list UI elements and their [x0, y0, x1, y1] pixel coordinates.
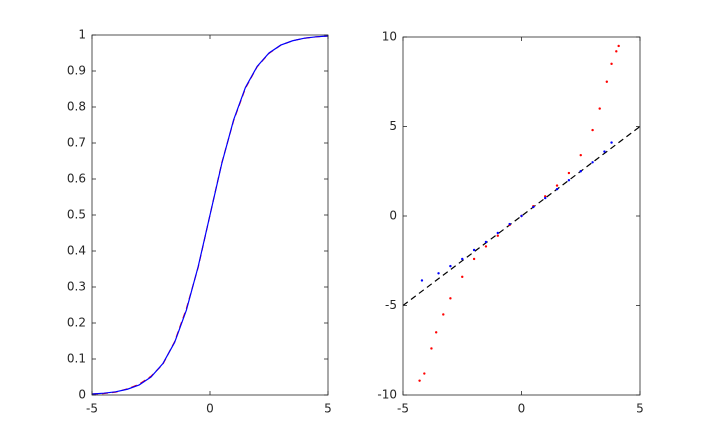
y-tick-label: 5 [389, 119, 397, 133]
y-tick-label: -5 [385, 298, 397, 312]
y-tick-label: 0 [78, 388, 86, 402]
qq-point [449, 264, 452, 268]
qq-point [591, 161, 594, 164]
y-tick-label: 1 [78, 28, 86, 42]
qq-point [603, 150, 606, 153]
cdf-line [92, 35, 328, 395]
x-tick-label: 0 [206, 402, 214, 416]
y-tick-label: 0.1 [67, 352, 86, 366]
qq-point [420, 279, 424, 282]
qq-point [461, 257, 464, 261]
qq-point [449, 297, 452, 300]
qq-point [615, 50, 618, 53]
qq-point [598, 107, 601, 110]
qq-point [437, 272, 440, 275]
qq-point [418, 379, 421, 382]
qq-point [544, 196, 547, 200]
y-tick-label: 10 [382, 30, 397, 44]
x-tick-label: 5 [636, 402, 644, 416]
x-tick-label: -5 [86, 402, 98, 416]
y-tick-label: 0.2 [67, 316, 86, 330]
qq-point [544, 195, 547, 198]
y-tick-label: 0.9 [67, 64, 86, 78]
qq-point [472, 248, 476, 252]
qq-point [484, 240, 488, 244]
y-tick-label: 0.5 [67, 208, 86, 222]
qq-point [617, 44, 620, 48]
y-tick-label: -10 [377, 388, 397, 402]
qq-point [591, 128, 594, 132]
qq-point [579, 170, 582, 173]
x-tick-label: 5 [324, 402, 332, 416]
y-tick-label: 0.6 [67, 172, 86, 186]
y-tick-label: 0.3 [67, 280, 86, 294]
qq-point [484, 245, 488, 248]
qq-point [434, 331, 438, 334]
qq-point [461, 275, 464, 279]
qq-point [579, 153, 582, 157]
qq-point [532, 205, 535, 209]
x-tick-label: -5 [397, 402, 409, 416]
qq-point [442, 313, 445, 316]
qq-point [423, 372, 426, 375]
x-tick-label: 0 [518, 402, 526, 416]
y-tick-label: 0.7 [67, 136, 86, 150]
y-tick-label: 0 [389, 209, 397, 223]
qq-point [496, 234, 499, 237]
qq-point [610, 141, 613, 144]
qq-point [610, 62, 613, 66]
qq-point [496, 231, 499, 235]
qq-point [555, 187, 559, 191]
y-tick-label: 0.4 [67, 244, 86, 258]
qq-point [605, 80, 609, 83]
qq-point [472, 257, 476, 261]
y-tick-label: 0.8 [67, 100, 86, 114]
qq-point [520, 214, 523, 218]
qq-point [567, 171, 571, 175]
qq-point [555, 184, 559, 187]
qq-point [430, 347, 433, 350]
qq-point [567, 179, 571, 182]
qq-point [508, 222, 511, 226]
